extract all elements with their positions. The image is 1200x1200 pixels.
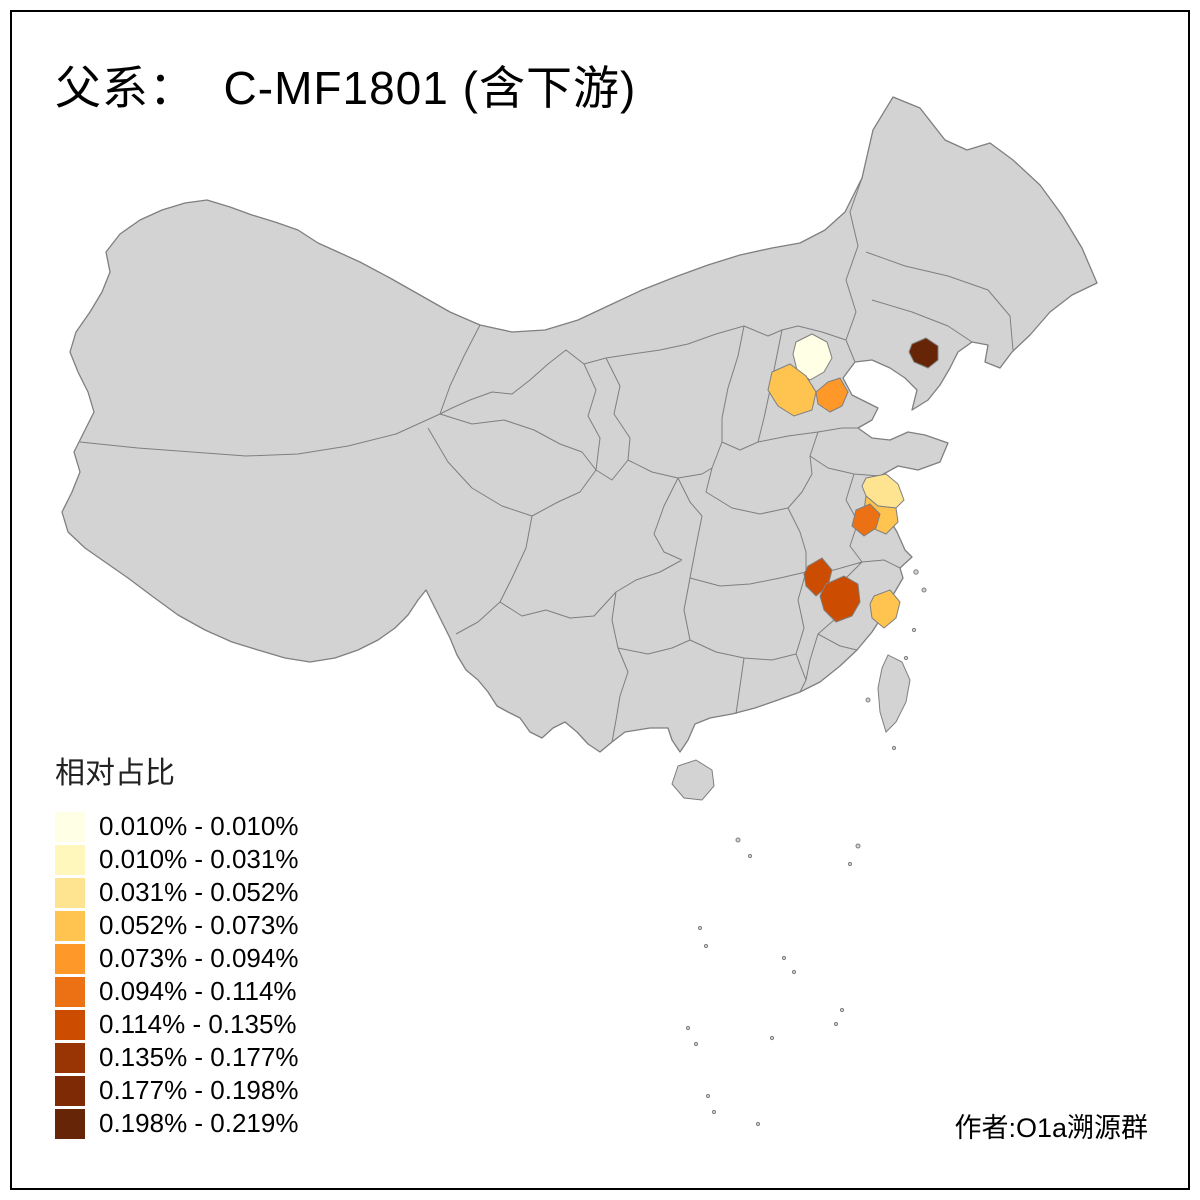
region-nanjing-area — [851, 503, 881, 537]
legend-item: 0.073% - 0.094% — [55, 942, 298, 975]
region-tianjin — [815, 377, 849, 413]
legend-label: 0.052% - 0.073% — [99, 910, 299, 940]
legend-label: 0.114% - 0.135% — [99, 1009, 297, 1039]
legend-rows: 0.010% - 0.010% 0.010% - 0.031% 0.031% - 0… — [55, 810, 298, 1140]
legend-swatch — [55, 1042, 85, 1073]
legend-swatch — [55, 1075, 85, 1106]
legend-item: 0.052% - 0.073% — [55, 909, 298, 942]
region-beijing — [792, 333, 833, 381]
legend-label: 0.010% - 0.031% — [99, 844, 299, 874]
legend-item: 0.094% - 0.114% — [55, 975, 298, 1008]
legend-swatch — [55, 910, 85, 941]
legend-swatch — [55, 844, 85, 875]
page-title: 父系： C-MF1801 (含下游) — [55, 62, 637, 114]
legend-item: 0.198% - 0.219% — [55, 1107, 298, 1140]
region-hebei-central — [767, 363, 817, 417]
legend-item: 0.010% - 0.010% — [55, 810, 298, 843]
legend-item: 0.177% - 0.198% — [55, 1074, 298, 1107]
legend-swatch — [55, 811, 85, 842]
region-zhejiang-coast — [869, 589, 901, 629]
legend-swatch — [55, 1009, 85, 1040]
legend-title: 相对占比 — [55, 757, 175, 790]
region-liaoning-east — [908, 337, 939, 369]
legend-swatch — [55, 877, 85, 908]
legend-item: 0.031% - 0.052% — [55, 876, 298, 909]
author-credit: 作者:O1a溯源群 — [954, 1113, 1148, 1143]
legend-label: 0.094% - 0.114% — [99, 976, 297, 1006]
china-mainland — [61, 96, 1098, 753]
legend-swatch — [55, 976, 85, 1007]
legend-label: 0.177% - 0.198% — [99, 1075, 299, 1105]
plot-border — [10, 10, 1190, 1190]
legend-item: 0.114% - 0.135% — [55, 1008, 298, 1041]
hainan-island — [671, 759, 715, 801]
legend-swatch — [55, 1108, 85, 1139]
legend-label: 0.031% - 0.052% — [99, 877, 299, 907]
legend-swatch — [55, 943, 85, 974]
legend-item: 0.010% - 0.031% — [55, 843, 298, 876]
taiwan-island — [877, 654, 911, 733]
legend-label: 0.073% - 0.094% — [99, 943, 299, 973]
legend-item: 0.135% - 0.177% — [55, 1041, 298, 1074]
legend-label: 0.010% - 0.010% — [99, 811, 299, 841]
region-jiangxi-northeast — [819, 575, 861, 623]
legend: 相对占比 0.010% - 0.010% 0.010% - 0.031% 0.031… — [55, 748, 298, 1140]
south-china-sea-islands — [685, 569, 927, 1127]
legend-label: 0.198% - 0.219% — [99, 1108, 299, 1138]
legend-label: 0.135% - 0.177% — [99, 1042, 299, 1072]
